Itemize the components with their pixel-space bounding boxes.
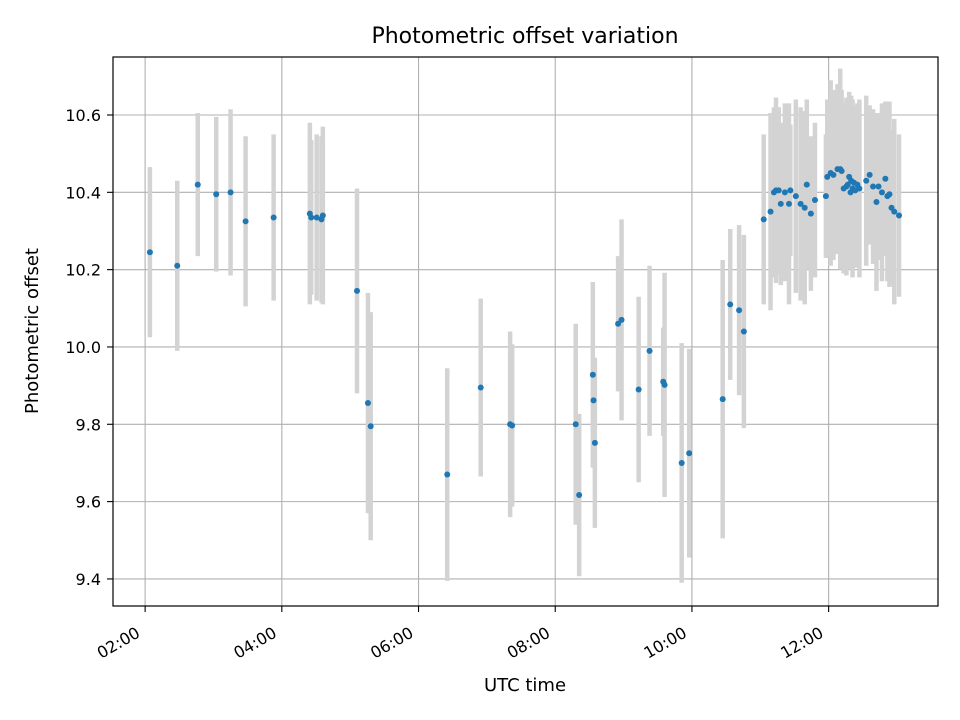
data-point: [615, 320, 622, 327]
data-point: [866, 171, 873, 178]
data-point: [875, 183, 882, 190]
y-tick-label: 10.2: [65, 261, 101, 280]
data-point: [354, 287, 361, 294]
data-point: [896, 212, 903, 219]
data-point: [844, 181, 851, 188]
data-point: [313, 214, 320, 221]
data-point: [787, 187, 794, 194]
data-point: [838, 168, 845, 175]
data-point: [878, 189, 885, 196]
y-axis: 9.4 9.6 9.8 10.0 10.2 10.4 10.6: [65, 106, 113, 589]
y-axis-label: Photometric offset: [22, 248, 43, 414]
plot-frame: [112, 56, 939, 607]
data-point: [736, 307, 743, 314]
data-point: [589, 371, 596, 378]
data-point: [364, 400, 371, 407]
data-point: [863, 177, 870, 184]
data-point: [767, 208, 774, 215]
data-point: [646, 347, 653, 354]
data-point: [777, 200, 784, 207]
data-point: [803, 181, 810, 188]
data-point: [686, 450, 693, 457]
data-point: [811, 197, 818, 204]
y-tick-label: 10.6: [65, 106, 101, 125]
data-point: [635, 386, 642, 393]
data-point: [146, 249, 153, 256]
data-point: [873, 198, 880, 205]
y-tick-label: 10.0: [65, 338, 101, 357]
data-point: [785, 200, 792, 207]
data-point: [886, 191, 893, 198]
data-point: [727, 301, 734, 308]
data-point: [797, 200, 804, 207]
y-tick-label: 10.4: [65, 183, 101, 202]
data-point: [661, 381, 668, 388]
data-point: [591, 439, 598, 446]
y-tick-label: 9.8: [76, 415, 101, 434]
y-tick-label: 9.4: [76, 570, 101, 589]
data-point: [194, 181, 201, 188]
data-point: [618, 316, 625, 323]
data-point: [775, 187, 782, 194]
data-point: [781, 189, 788, 196]
data-point: [174, 262, 181, 269]
data-point: [590, 397, 597, 404]
data-point: [719, 396, 726, 403]
data-point: [891, 208, 898, 215]
data-point: [678, 459, 685, 466]
data-point: [227, 189, 234, 196]
data-point: [740, 328, 747, 335]
data-point: [801, 204, 808, 211]
data-point: [477, 384, 484, 391]
data-points: [146, 166, 903, 499]
data-point: [576, 492, 583, 499]
data-point: [760, 216, 767, 223]
data-point: [319, 212, 326, 219]
data-point: [856, 185, 863, 192]
data-point: [367, 423, 374, 430]
data-point: [830, 171, 837, 178]
data-point: [792, 193, 799, 200]
data-point: [882, 175, 889, 182]
data-point: [822, 193, 829, 200]
data-point: [509, 422, 516, 429]
data-point: [213, 191, 220, 198]
data-point: [824, 173, 831, 180]
data-point: [308, 214, 315, 221]
data-point: [807, 210, 814, 217]
data-point: [572, 421, 579, 428]
data-point: [242, 218, 249, 225]
x-axis-label: UTC time: [484, 675, 566, 696]
y-tick-label: 9.6: [76, 493, 101, 512]
data-point: [870, 183, 877, 190]
data-point: [444, 471, 451, 478]
chart-title: Photometric offset variation: [371, 24, 678, 49]
data-point: [270, 214, 277, 221]
